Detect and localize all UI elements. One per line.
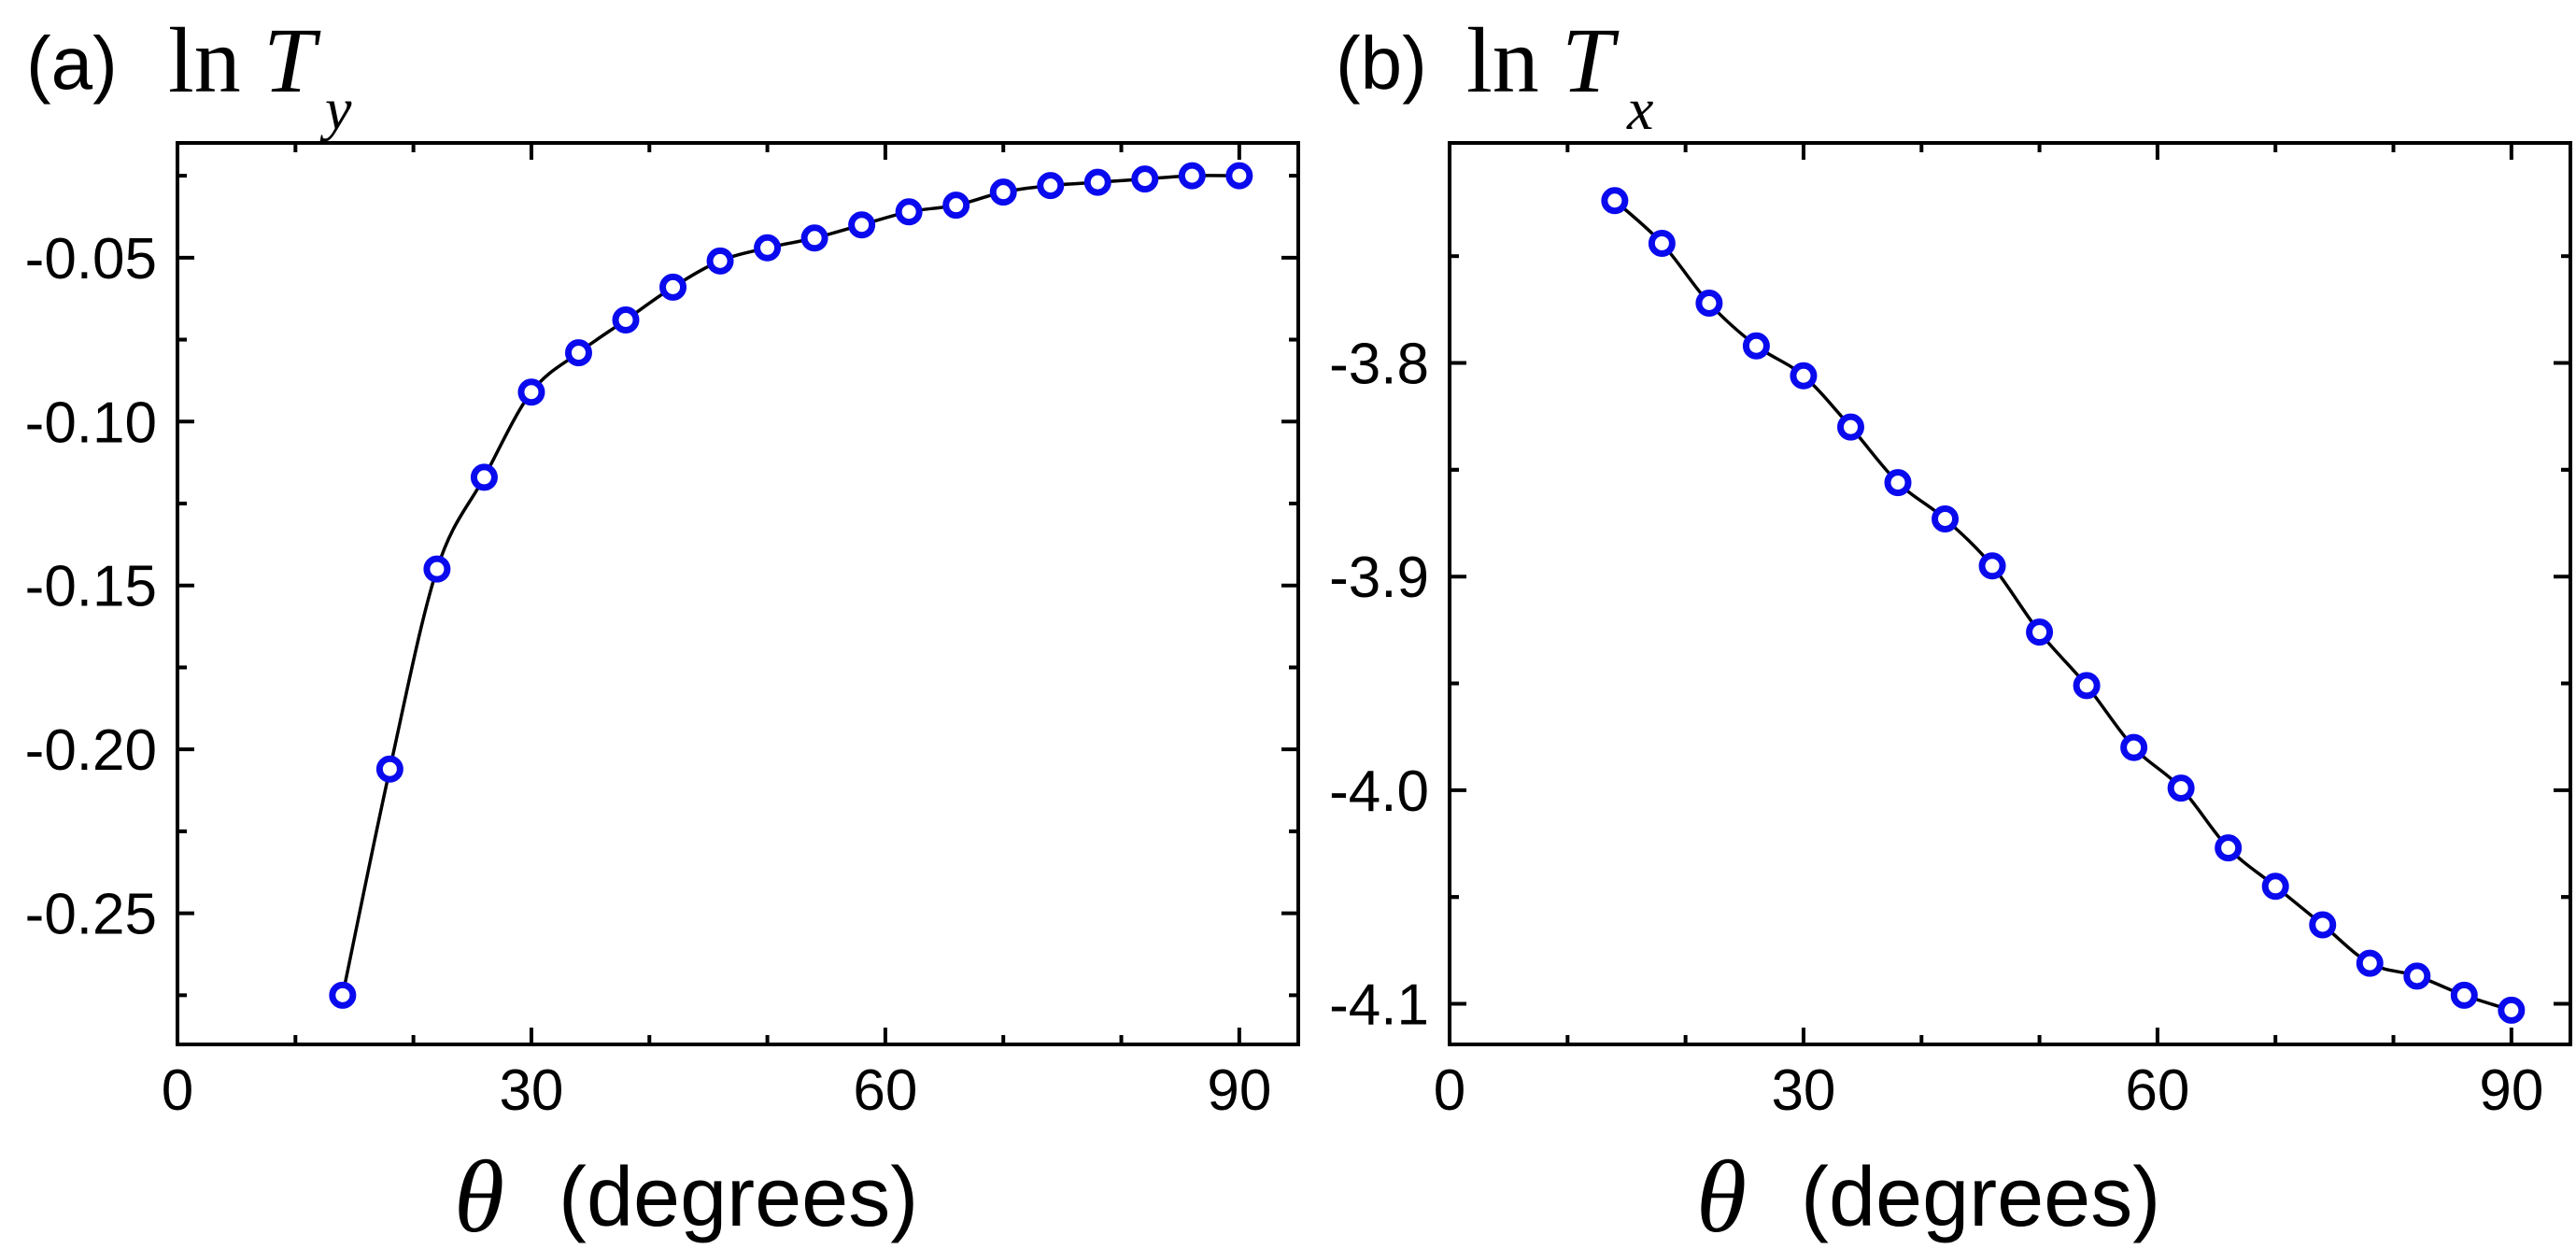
data-point (2356, 949, 2384, 977)
data-point (1648, 229, 1676, 257)
data-point (1037, 172, 1065, 200)
data-point (2450, 981, 2478, 1009)
panel-b-label: (b) (1336, 21, 1427, 105)
x-tick-label: 90 (1207, 1058, 1271, 1123)
data-point (1083, 168, 1111, 196)
x-tick-label: 30 (499, 1058, 563, 1123)
panel-a: (a) ln T y 0 30 60 90 -0.05-0.10-0.15-0.20-… (25, 8, 1300, 1249)
panel-a-xlabel-theta: θ (454, 1140, 504, 1249)
data-point (1884, 469, 1912, 497)
y-tick-label: -0.25 (25, 883, 157, 947)
panel-b-xlabel-unit: (degrees) (1801, 1151, 2160, 1244)
panel-a-series-line (341, 174, 1239, 996)
panel-a-title-t: T (263, 8, 321, 112)
data-point (754, 234, 782, 262)
panel-a-plot-frame (176, 141, 1300, 1046)
data-point (2215, 834, 2243, 862)
panel-b-series-line (1613, 199, 2512, 1013)
data-point (1932, 504, 1960, 532)
panel-a-xlabel-unit: (degrees) (559, 1151, 918, 1244)
panel-b-title-subscript: x (1626, 76, 1653, 142)
y-tick-label: -3.9 (1329, 546, 1429, 610)
panel-a-y-axis: -0.05 -0.10 -0.15 -0.20 -0.25 (25, 174, 1298, 998)
x-tick-label: 90 (2479, 1058, 2543, 1123)
data-point (2261, 873, 2289, 901)
data-point (706, 247, 734, 275)
panel-a-data-points (329, 162, 1253, 1009)
panel-b-data-points (1601, 187, 2526, 1024)
panel-a-title-ln: ln (168, 8, 241, 112)
x-tick-label: 0 (1434, 1058, 1465, 1123)
data-point (423, 555, 451, 583)
panel-b-x-axis: 0 30 60 90 (1434, 143, 2543, 1123)
x-tick-label: 60 (853, 1058, 917, 1123)
data-point (1225, 162, 1253, 190)
data-point (375, 755, 403, 783)
panel-b: (b) ln T x 0 30 60 90 -3.8 -3.9 -4.0 -4.1 θ (d… (1329, 8, 2572, 1249)
y-tick-label: -4.1 (1329, 973, 1429, 1038)
panel-b-y-axis: -3.8 -3.9 -4.0 -4.1 (1329, 254, 2570, 1038)
data-point (942, 192, 970, 220)
data-point (1131, 165, 1159, 193)
x-tick-label: 60 (2125, 1058, 2189, 1123)
data-point (895, 198, 923, 226)
panel-b-title-t: T (1562, 8, 1620, 112)
data-point (612, 305, 640, 334)
y-tick-label: -4.0 (1329, 759, 1429, 824)
data-point (2498, 996, 2526, 1024)
data-point (1178, 162, 1206, 190)
data-point (1836, 413, 1864, 441)
panel-a-label: (a) (26, 21, 118, 105)
data-point (517, 378, 545, 406)
panel-b-xlabel-theta: θ (1696, 1140, 1747, 1249)
panel-b-plot-frame (1448, 141, 2572, 1046)
data-point (1790, 362, 1818, 390)
y-tick-label: -0.05 (25, 227, 157, 291)
panel-b-title-ln: ln (1466, 8, 1539, 112)
data-point (2309, 911, 2337, 939)
data-point (848, 211, 876, 239)
data-point (470, 463, 498, 491)
data-point (659, 273, 687, 301)
data-point (2167, 774, 2195, 802)
data-point (1695, 290, 1723, 318)
data-point (989, 178, 1017, 206)
y-tick-label: -0.20 (25, 718, 157, 783)
y-tick-label: -0.15 (25, 555, 157, 619)
panel-a-title-subscript: y (319, 76, 352, 142)
data-point (2403, 962, 2431, 990)
data-point (1601, 187, 1629, 215)
data-point (1978, 552, 2006, 580)
x-tick-label: 30 (1771, 1058, 1835, 1123)
y-tick-label: -0.10 (25, 390, 157, 455)
data-point (2120, 733, 2148, 761)
data-point (2026, 618, 2054, 646)
data-point (2073, 672, 2101, 700)
data-point (800, 224, 828, 252)
data-point (1742, 332, 1770, 360)
data-point (564, 339, 592, 367)
data-point (329, 981, 357, 1009)
panel-a-x-axis: 0 30 60 90 (162, 143, 1271, 1123)
y-tick-label: -3.8 (1329, 333, 1429, 397)
x-tick-label: 0 (162, 1058, 193, 1123)
